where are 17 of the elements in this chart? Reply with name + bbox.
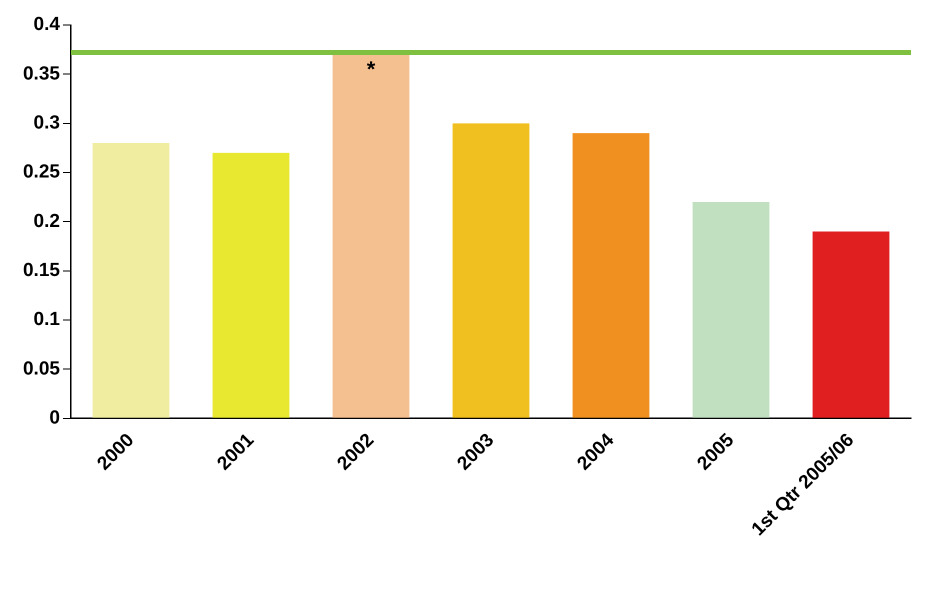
bar	[92, 142, 170, 418]
bar	[332, 54, 410, 418]
y-tick-label: 0.15	[22, 260, 60, 282]
y-tick-label: 0.4	[34, 14, 60, 36]
bar	[812, 231, 890, 418]
bar	[452, 123, 530, 418]
bar	[692, 202, 770, 418]
y-tick-label: 0.2	[34, 210, 60, 232]
y-tick-label: 0.3	[34, 112, 60, 134]
y-tick-label: 0.1	[34, 309, 60, 330]
y-tick-label: 0	[49, 408, 60, 429]
y-tick-label: 0.35	[22, 63, 60, 84]
bar	[212, 152, 290, 418]
y-tick-label: 0.05	[22, 358, 60, 380]
bar	[572, 133, 650, 418]
y-tick-label: 0.25	[22, 162, 60, 183]
annotation: *	[366, 56, 376, 82]
